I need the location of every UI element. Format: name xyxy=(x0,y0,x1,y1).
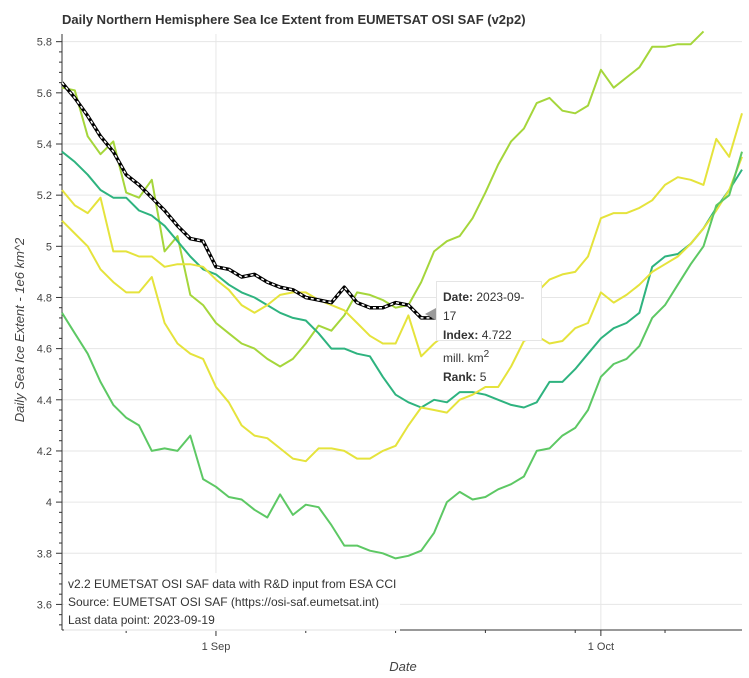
y-tick-label: 3.6 xyxy=(37,599,52,611)
hover-tooltip: Date: 2023-09-17 Index: 4.722 mill. km2 … xyxy=(436,281,542,384)
x-tick-label: 1 Sep xyxy=(202,641,231,653)
y-tick-label: 4.4 xyxy=(37,395,52,407)
x-axis-label: Date xyxy=(389,659,416,674)
series-line-5-dash xyxy=(61,82,447,319)
series-line-2[interactable] xyxy=(61,113,743,358)
annotation-last-point: Last data point: 2023-09-19 xyxy=(68,613,215,627)
y-tick-label: 4.2 xyxy=(37,446,52,458)
series-line-5[interactable] xyxy=(60,81,447,320)
x-axis: 1 Sep 1 Oct xyxy=(62,629,742,653)
series-line-1[interactable] xyxy=(61,150,743,409)
y-tick-label: 4 xyxy=(46,497,52,509)
chart-title: Daily Northern Hemisphere Sea Ice Extent… xyxy=(62,12,526,27)
source-annotation: v2.2 EUMETSAT OSI SAF data with R&D inpu… xyxy=(64,573,401,631)
y-axis-label: Daily Sea Ice Extent - 1e6 km^2 xyxy=(12,237,27,422)
series-line-3[interactable] xyxy=(61,156,743,463)
grid xyxy=(62,34,742,630)
y-tick-label: 5 xyxy=(46,241,52,253)
series-lines xyxy=(60,30,743,560)
y-tick-label: 5.6 xyxy=(37,88,52,100)
y-tick-label: 4.6 xyxy=(37,344,52,356)
y-tick-label: 5.2 xyxy=(37,190,52,202)
y-tick-label: 3.8 xyxy=(37,548,52,560)
series-line-0[interactable] xyxy=(61,30,705,368)
y-tick-label: 4.8 xyxy=(37,292,52,304)
series-line-4[interactable] xyxy=(61,151,743,560)
tooltip-date: Date: 2023-09-17 xyxy=(443,290,525,323)
annotation-version: v2.2 EUMETSAT OSI SAF data with R&D inpu… xyxy=(68,577,397,591)
tooltip-rank: Rank: 5 xyxy=(443,370,487,384)
y-tick-label: 5.4 xyxy=(37,139,52,151)
y-tick-label: 5.8 xyxy=(37,37,52,49)
tooltip-index: Index: 4.722 mill. km2 xyxy=(443,328,512,365)
tooltip-pointer-icon xyxy=(425,308,436,320)
x-tick-label: 1 Oct xyxy=(588,641,614,653)
y-axis: 3.6 3.8 4 4.2 4.4 4.6 4.8 5 5.2 5.4 5.6 5.8 xyxy=(37,34,63,630)
annotation-source: Source: EUMETSAT OSI SAF (https://osi-sa… xyxy=(68,595,379,609)
